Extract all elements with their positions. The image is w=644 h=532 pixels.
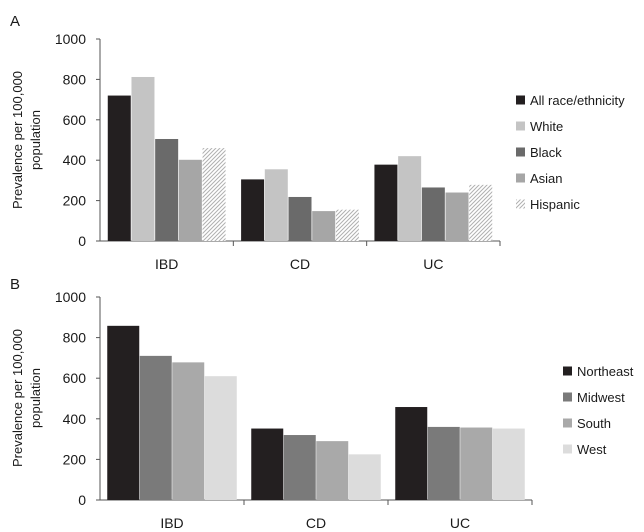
y-axis-title: population	[28, 368, 43, 428]
y-axis-title: Prevalence per 100,000	[10, 71, 25, 209]
y-tick-label: 600	[63, 370, 87, 386]
bar-all-race-ethnicity-ibd	[107, 95, 131, 241]
legend-label: White	[530, 119, 563, 134]
bar-hispanic-uc	[469, 184, 493, 241]
bar-black-uc	[421, 187, 445, 241]
y-tick-label: 800	[63, 330, 87, 346]
bar-south-cd	[316, 441, 349, 500]
y-tick-label: 0	[78, 492, 86, 508]
y-tick-label: 400	[63, 152, 87, 168]
y-tick-label: 1000	[55, 289, 86, 305]
y-axis-title: Prevalence per 100,000	[10, 329, 25, 467]
bar-black-cd	[288, 196, 312, 241]
x-tick-label: UC	[423, 256, 443, 272]
bar-northeast-cd	[251, 428, 284, 500]
legend-swatch	[516, 173, 525, 183]
bar-black-ibd	[155, 138, 179, 241]
x-tick-label: IBD	[160, 515, 183, 531]
bar-west-cd	[348, 454, 381, 500]
x-tick-label: IBD	[155, 256, 178, 272]
bar-white-cd	[264, 169, 288, 241]
bar-south-uc	[460, 427, 493, 500]
legend-swatch	[563, 366, 572, 376]
y-tick-label: 0	[78, 233, 86, 249]
legend-label: West	[577, 442, 607, 457]
panel-label: B	[10, 276, 20, 293]
legend-swatch	[516, 95, 525, 105]
bar-all-race-ethnicity-cd	[241, 179, 265, 241]
legend-label: Midwest	[577, 390, 625, 405]
y-axis-title: population	[28, 110, 43, 170]
bar-midwest-uc	[427, 426, 460, 500]
y-tick-label: 400	[63, 411, 87, 427]
legend-swatch	[563, 444, 572, 454]
bar-northeast-uc	[395, 407, 428, 500]
bar-midwest-cd	[283, 435, 316, 500]
legend-swatch	[516, 199, 525, 209]
bar-west-ibd	[204, 376, 237, 500]
y-tick-label: 200	[63, 451, 87, 467]
bar-hispanic-cd	[335, 209, 359, 241]
y-tick-label: 800	[63, 71, 87, 87]
x-tick-label: CD	[306, 515, 326, 531]
bar-west-uc	[492, 428, 525, 500]
legend-swatch	[516, 121, 525, 131]
bar-northeast-ibd	[107, 325, 140, 500]
legend-label: Asian	[530, 171, 563, 186]
legend-label: All race/ethnicity	[530, 93, 625, 108]
bar-south-ibd	[172, 362, 205, 500]
legend-label: Hispanic	[530, 197, 580, 212]
bar-midwest-ibd	[139, 355, 172, 500]
legend-swatch	[563, 392, 572, 402]
bar-white-uc	[398, 156, 422, 241]
bar-hispanic-ibd	[202, 148, 226, 241]
x-tick-label: UC	[450, 515, 470, 531]
panel-a: A Prevalence per 100,000 population 0 200 400…	[10, 13, 625, 272]
y-tick-label: 200	[63, 193, 87, 209]
bar-asian-ibd	[178, 159, 202, 241]
bar-all-race-ethnicity-uc	[374, 164, 398, 241]
x-tick-label: CD	[290, 256, 310, 272]
bar-white-ibd	[131, 76, 155, 241]
bar-asian-cd	[312, 211, 336, 241]
legend-swatch	[563, 418, 572, 428]
panel-label: A	[10, 13, 20, 30]
legend-swatch	[516, 147, 525, 157]
legend-label: Black	[530, 145, 562, 160]
y-tick-label: 1000	[55, 31, 86, 47]
bar-asian-uc	[445, 192, 469, 241]
panel-b: B Prevalence per 100,000 population 0 200 400…	[10, 276, 634, 531]
y-tick-label: 600	[63, 112, 87, 128]
legend-label: Northeast	[577, 364, 634, 379]
legend-label: South	[577, 416, 611, 431]
